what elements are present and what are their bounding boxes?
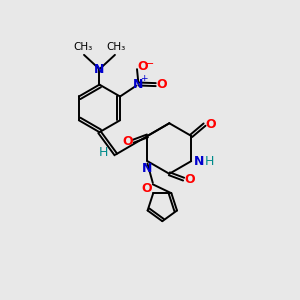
Text: CH₃: CH₃ <box>74 42 93 52</box>
Text: O: O <box>137 60 148 73</box>
Text: H: H <box>99 146 108 160</box>
Text: O: O <box>122 135 133 148</box>
Text: −: − <box>145 59 154 69</box>
Text: H: H <box>205 154 214 168</box>
Text: O: O <box>156 78 167 91</box>
Text: O: O <box>205 118 216 131</box>
Text: N: N <box>194 154 205 168</box>
Text: O: O <box>141 182 152 195</box>
Text: O: O <box>184 172 195 186</box>
Text: N: N <box>133 77 144 91</box>
Text: +: + <box>140 74 147 83</box>
Text: N: N <box>142 162 153 175</box>
Text: N: N <box>94 63 105 76</box>
Text: CH₃: CH₃ <box>106 42 125 52</box>
